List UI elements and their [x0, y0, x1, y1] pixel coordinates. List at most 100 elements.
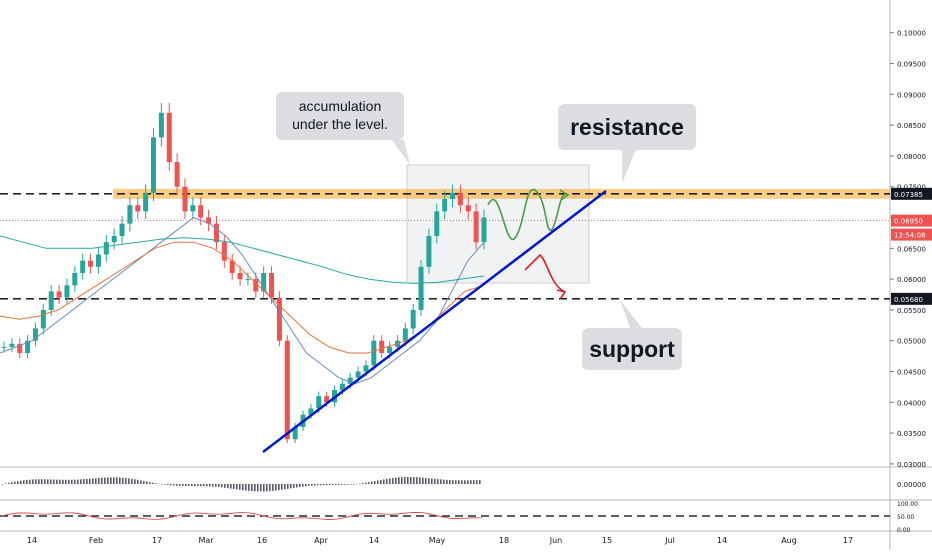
y-tick-label: 0.05500 — [897, 307, 926, 315]
oscillator-bar — [65, 479, 67, 484]
oscillator-bar — [221, 484, 223, 488]
oscillator-bar — [260, 484, 262, 492]
candle-body — [418, 266, 424, 310]
oscillator-bar — [299, 484, 301, 488]
ascending-trendline — [262, 190, 607, 453]
candle-body — [103, 242, 109, 255]
candle-body — [221, 242, 227, 261]
candle-body — [64, 285, 70, 298]
oscillator-bar — [356, 483, 358, 485]
oscillator-bar — [332, 484, 334, 486]
candle-body — [40, 309, 46, 329]
last-price-tag-bg — [891, 214, 932, 227]
candle-body — [190, 205, 196, 212]
candle-body — [371, 340, 377, 366]
x-tick-label: 18 — [499, 536, 509, 545]
oscillator-bar — [38, 479, 40, 484]
oscillator-bar — [134, 479, 136, 484]
candle-body — [206, 217, 212, 224]
oscillator-bar — [308, 484, 310, 486]
x-tick-label: 17 — [152, 536, 162, 545]
oscillator-bar — [266, 484, 268, 492]
x-tick-label: 14 — [27, 536, 37, 545]
oscillator-bar — [455, 480, 457, 484]
oscillator-bar — [338, 484, 340, 485]
oscillator-bar — [212, 484, 214, 487]
oscillator-bar — [164, 484, 166, 485]
oscillator-bar — [452, 480, 454, 484]
oscillator-bar — [371, 481, 373, 484]
oscillator-bar — [419, 477, 421, 484]
candle-body — [363, 365, 369, 372]
oscillator-bar — [146, 481, 148, 484]
y-tick-label: 0.10000 — [897, 30, 926, 38]
oscillator-bar — [185, 484, 187, 487]
candle-body — [32, 328, 38, 341]
moving-average-line — [0, 235, 485, 284]
oscillator-tick-label: 0.00000 — [897, 481, 926, 489]
resistance-callout-pointer — [622, 150, 636, 183]
candle-body — [158, 112, 164, 138]
oscillator-bar — [287, 484, 289, 489]
candle-body — [80, 260, 86, 273]
x-tick-label: 16 — [257, 536, 267, 545]
oscillator-bar — [155, 483, 157, 484]
oscillator-bar — [440, 479, 442, 484]
y-tick-label: 0.08000 — [897, 153, 926, 161]
oscillator-bar — [395, 477, 397, 484]
y-tick-label: 0.07500 — [897, 184, 926, 192]
candle-body — [284, 340, 290, 440]
candle-body — [135, 205, 141, 212]
candle-body — [72, 272, 78, 286]
oscillator-bar — [305, 484, 307, 487]
resistance-price-tag: 0.07385 — [894, 191, 923, 199]
oscillator-bar — [443, 479, 445, 484]
oscillator-bar — [344, 484, 346, 485]
oscillator-bar — [95, 478, 97, 484]
oscillator-bar — [200, 484, 202, 487]
candle-body — [143, 192, 149, 212]
oscillator-bar — [62, 479, 64, 484]
oscillator-bar — [404, 477, 406, 484]
oscillator-bar — [248, 484, 250, 491]
oscillator-bar — [80, 479, 82, 484]
oscillator-bar — [131, 478, 133, 484]
oscillator-bar — [449, 480, 451, 484]
moving-average-line — [0, 241, 485, 354]
oscillator-bar — [50, 479, 52, 484]
y-tick-label: 0.09500 — [897, 61, 926, 69]
candle-body — [473, 211, 479, 243]
oscillator-bar — [473, 480, 475, 484]
oscillator-bar — [206, 484, 208, 487]
oscillator-bar — [140, 480, 142, 484]
x-tick-label: 14 — [369, 536, 379, 545]
oscillator-bar — [407, 476, 409, 484]
y-tick-label: 0.08500 — [897, 122, 926, 130]
oscillator-bar — [104, 477, 106, 484]
oscillator-bar — [179, 484, 181, 486]
candle-body — [245, 279, 251, 281]
oscillator-bar — [242, 484, 244, 491]
candle-body — [56, 291, 62, 298]
oscillator-bar — [113, 477, 115, 484]
oscillator-bar — [47, 479, 49, 484]
candle-body — [25, 340, 31, 354]
y-tick-label: 0.06500 — [897, 245, 926, 253]
rsi-line — [1, 511, 483, 520]
candle-body — [127, 205, 133, 224]
oscillator-bar — [362, 483, 364, 484]
oscillator-bar — [152, 482, 154, 484]
oscillator-bar — [335, 484, 337, 486]
oscillator-bar — [380, 479, 382, 484]
bullish-projection-arrowhead — [559, 189, 570, 201]
countdown-tag: 12:54:08 — [894, 232, 925, 240]
candle-body — [450, 192, 456, 200]
countdown-tag-bg — [891, 228, 932, 241]
oscillator-bar — [254, 484, 256, 492]
y-tick-label: 0.03500 — [897, 430, 926, 438]
oscillator-bar — [8, 482, 10, 484]
candle-body — [182, 186, 188, 212]
oscillator-bar — [2, 484, 4, 485]
x-tick-label: Apr — [314, 536, 329, 545]
